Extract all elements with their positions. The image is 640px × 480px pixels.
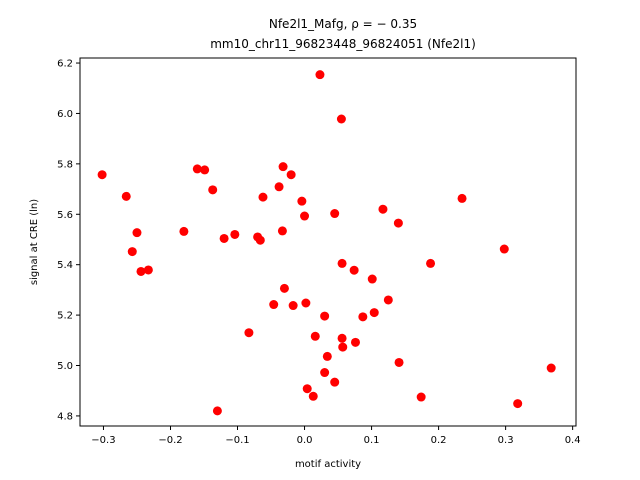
data-point bbox=[143, 265, 153, 275]
chart-title-line2: mm10_chr11_96823448_96824051 (Nfe2l1) bbox=[210, 37, 476, 51]
data-point bbox=[367, 274, 377, 284]
data-point bbox=[269, 300, 279, 310]
data-point bbox=[320, 311, 330, 321]
data-points bbox=[97, 70, 556, 416]
x-tick-label: −0.2 bbox=[158, 435, 182, 446]
data-point bbox=[278, 162, 288, 172]
y-tick-label: 6.2 bbox=[57, 59, 73, 70]
data-point bbox=[457, 193, 467, 203]
data-point bbox=[230, 229, 240, 239]
data-point bbox=[383, 295, 393, 305]
data-point bbox=[288, 301, 298, 311]
data-point bbox=[337, 333, 347, 343]
data-point bbox=[315, 70, 325, 80]
data-point bbox=[258, 192, 268, 202]
data-point bbox=[337, 258, 347, 268]
data-point bbox=[136, 266, 146, 276]
x-tick-label: 0.1 bbox=[364, 435, 380, 446]
data-point bbox=[426, 258, 436, 268]
x-tick-label: 0.4 bbox=[565, 435, 581, 446]
data-point bbox=[330, 209, 340, 219]
data-point bbox=[208, 185, 218, 195]
data-point bbox=[179, 226, 189, 236]
data-point bbox=[244, 328, 254, 338]
data-point bbox=[97, 170, 107, 180]
data-point bbox=[302, 384, 312, 394]
data-point bbox=[416, 392, 426, 402]
chart-title-line1: Nfe2l1_Mafg, ρ = − 0.35 bbox=[269, 17, 417, 31]
data-point bbox=[330, 377, 340, 387]
y-tick-label: 5.4 bbox=[57, 260, 73, 271]
x-axis-ticks: −0.3 −0.2 −0.1 0.0 0.1 0.2 0.3 0.4 bbox=[91, 426, 581, 446]
data-point bbox=[274, 182, 284, 192]
data-point bbox=[121, 191, 131, 201]
x-tick-label: 0.0 bbox=[297, 435, 313, 446]
x-tick-label: 0.2 bbox=[431, 435, 447, 446]
y-tick-label: 4.8 bbox=[57, 411, 73, 422]
data-point bbox=[499, 244, 509, 254]
data-point bbox=[127, 247, 137, 257]
y-tick-label: 5.2 bbox=[57, 311, 73, 322]
data-point bbox=[297, 196, 307, 206]
y-tick-label: 5.0 bbox=[57, 361, 73, 372]
data-point bbox=[358, 312, 368, 322]
data-point bbox=[349, 265, 359, 275]
x-tick-label: −0.3 bbox=[91, 435, 115, 446]
y-tick-label: 5.6 bbox=[57, 210, 73, 221]
data-point bbox=[212, 406, 222, 416]
data-point bbox=[546, 363, 556, 373]
data-point bbox=[394, 357, 404, 367]
data-point bbox=[378, 204, 388, 214]
y-axis-label: signal at CRE (ln) bbox=[29, 199, 40, 285]
data-point bbox=[336, 114, 346, 124]
data-point bbox=[219, 233, 229, 243]
data-point bbox=[310, 331, 320, 341]
data-point bbox=[277, 226, 287, 236]
y-axis-ticks: 4.8 5.0 5.2 5.4 5.6 5.8 6.0 6.2 bbox=[57, 59, 80, 422]
data-point bbox=[338, 342, 348, 352]
data-point bbox=[320, 368, 330, 378]
data-point bbox=[308, 391, 318, 401]
data-point bbox=[301, 298, 311, 308]
plot-frame bbox=[79, 57, 577, 427]
y-tick-label: 6.0 bbox=[57, 109, 73, 120]
x-tick-label: −0.1 bbox=[225, 435, 249, 446]
data-point bbox=[300, 211, 310, 221]
x-tick-label: 0.3 bbox=[498, 435, 514, 446]
x-axis-label: motif activity bbox=[295, 459, 361, 470]
data-point bbox=[369, 308, 379, 318]
data-point bbox=[200, 165, 210, 175]
data-point bbox=[393, 218, 403, 228]
data-point bbox=[350, 337, 360, 347]
data-point bbox=[132, 228, 142, 238]
data-point bbox=[279, 283, 289, 293]
data-point bbox=[255, 235, 265, 245]
data-point bbox=[192, 164, 202, 174]
data-point bbox=[322, 351, 332, 361]
y-tick-label: 5.8 bbox=[57, 159, 73, 170]
data-point bbox=[513, 399, 523, 409]
data-point bbox=[286, 170, 296, 180]
